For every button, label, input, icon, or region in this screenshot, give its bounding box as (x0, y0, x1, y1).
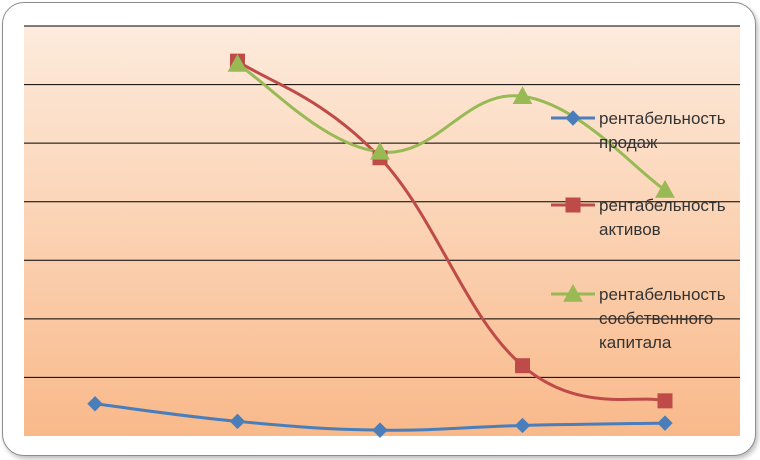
data-point-marker (515, 358, 530, 374)
series-line-2 (236, 59, 667, 403)
legend-label: сосбственного (599, 309, 713, 328)
legend-marker (565, 197, 581, 213)
data-point-marker (512, 86, 533, 104)
legend-label: капитала (599, 333, 672, 352)
data-point-marker (372, 422, 388, 438)
data-point-marker (87, 396, 103, 412)
data-point-marker (657, 393, 673, 409)
legend-marker (563, 283, 583, 302)
data-point-marker (229, 413, 246, 430)
data-point-marker (370, 141, 390, 160)
legend-label: рентабельность (599, 196, 726, 215)
data-point-marker (655, 179, 675, 198)
data-point-marker (514, 417, 531, 434)
plot-area (24, 26, 740, 436)
legend-label: продаж (599, 133, 658, 152)
legend-label: рентабельность (599, 109, 726, 128)
legend-label: рентабельность (599, 285, 726, 304)
data-point-marker (657, 415, 673, 431)
series-line-3 (236, 62, 667, 192)
legend-marker (565, 110, 581, 126)
data-point-marker (227, 54, 248, 72)
legend-label: активов (599, 220, 661, 239)
